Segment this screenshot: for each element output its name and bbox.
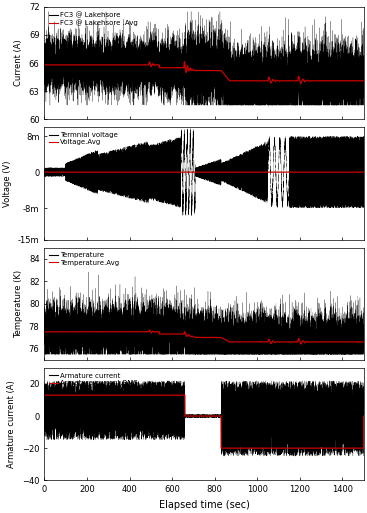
Y-axis label: Current (A): Current (A) [14,40,23,86]
Y-axis label: Armature current (A): Armature current (A) [7,380,17,468]
Legend: Termnial voltage, Voltage.Avg: Termnial voltage, Voltage.Avg [48,131,120,147]
Legend: Temperature, Temperature.Avg: Temperature, Temperature.Avg [48,251,121,267]
Legend: FC3 @ Lakehsore, FC3 @ Lakehsore .Avg: FC3 @ Lakehsore, FC3 @ Lakehsore .Avg [48,10,139,28]
Y-axis label: Voltage (V): Voltage (V) [3,160,12,207]
X-axis label: Elapsed time (sec): Elapsed time (sec) [159,500,250,510]
Legend: Armature current, Armature current.RMS: Armature current, Armature current.RMS [48,371,139,387]
Y-axis label: Temperature (K): Temperature (K) [14,270,23,338]
